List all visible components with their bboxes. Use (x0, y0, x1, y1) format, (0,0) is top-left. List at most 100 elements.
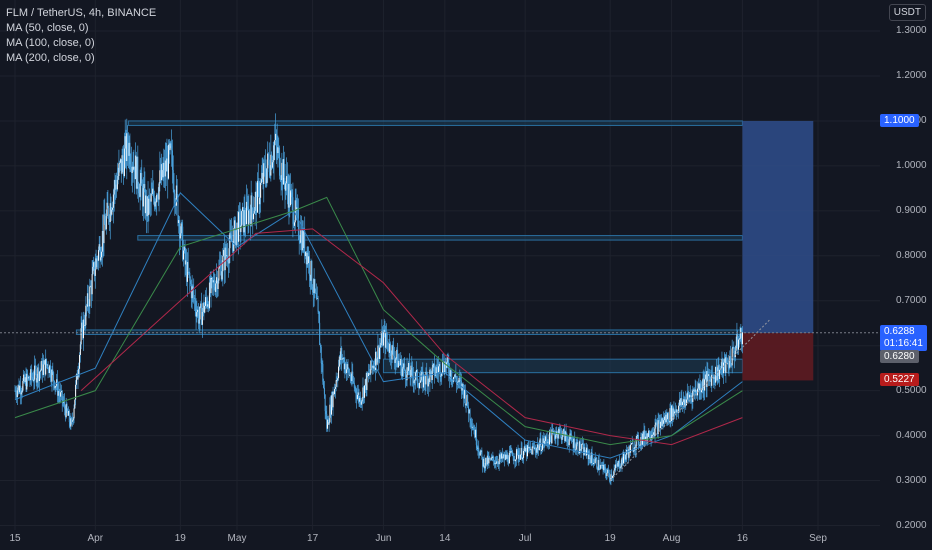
candle-down (649, 430, 651, 438)
candle-down (471, 423, 473, 428)
candle-down (172, 169, 174, 190)
candle-up (222, 255, 224, 272)
candle-up (226, 255, 228, 257)
candle-up (408, 362, 410, 371)
candle-down (596, 458, 598, 468)
candle-down (404, 363, 406, 371)
candle-down (556, 431, 558, 439)
candle-down (372, 366, 374, 369)
candle-down (475, 429, 477, 445)
candle-down (318, 311, 320, 323)
candle-up (119, 162, 121, 164)
candle-up (541, 449, 543, 451)
candle-up (37, 367, 39, 379)
candle-down (491, 457, 493, 459)
candle-up (431, 367, 433, 381)
candle-down (25, 377, 27, 390)
candle-down (497, 463, 499, 465)
candle-up (204, 305, 206, 313)
candle-up (342, 357, 344, 359)
candle-up (344, 363, 346, 370)
candle-down (462, 383, 464, 389)
candle-down (249, 210, 251, 216)
currency-button[interactable]: USDT (888, 4, 926, 21)
y-tick-label: 0.3000 (896, 474, 927, 486)
candle-down (412, 367, 414, 377)
candle-down (157, 198, 159, 200)
candlestick-chart[interactable] (0, 0, 880, 530)
candle-up (39, 370, 41, 372)
candle-up (185, 260, 187, 265)
candle-up (366, 372, 368, 390)
candle-down (64, 408, 66, 418)
candle-up (421, 371, 423, 374)
candle-up (98, 244, 100, 251)
candle-down (28, 376, 30, 381)
candle-up (606, 472, 608, 477)
candle-up (734, 350, 736, 358)
candle-up (234, 220, 236, 229)
candle-down (598, 460, 600, 470)
candle-down (212, 277, 214, 283)
candle-up (158, 183, 160, 200)
candle-up (86, 293, 88, 307)
candle-down (463, 388, 465, 399)
candle-up (406, 367, 408, 381)
y-tick-label: 0.2000 (896, 519, 927, 531)
candle-down (353, 381, 355, 383)
candle-up (563, 429, 565, 431)
candle-up (564, 431, 566, 442)
candle-up (651, 434, 653, 439)
candle-down (737, 334, 739, 350)
candle-down (638, 444, 640, 446)
candle-up (725, 357, 727, 373)
candle-down (452, 379, 454, 382)
candle-up (686, 399, 688, 406)
candle-up (423, 374, 425, 388)
candle-up (581, 443, 583, 449)
price-axis[interactable]: 1.3000 1.2000 1.1000 1.0000 0.9000 0.8000 0.70… (880, 0, 932, 531)
price-chart-area[interactable]: FLM / TetherUS, 4h, BINANCE MA (50, clos… (0, 0, 880, 530)
candle-down (457, 381, 459, 383)
candle-down (188, 271, 190, 273)
candle-down (559, 428, 561, 430)
candle-up (123, 148, 125, 177)
candle-down (71, 418, 73, 422)
y-tick-label: 0.9000 (896, 204, 927, 216)
candle-up (133, 166, 135, 170)
candle-up (49, 365, 51, 374)
candle-up (464, 389, 466, 399)
candle-up (72, 418, 74, 421)
candle-up (419, 380, 421, 383)
candle-down (331, 395, 333, 408)
candle-down (404, 370, 406, 379)
candle-down (286, 176, 288, 190)
candle-up (438, 363, 440, 367)
candle-down (350, 379, 352, 382)
candle-down (193, 297, 195, 300)
candle-down (459, 378, 461, 381)
candle-down (330, 404, 332, 415)
time-axis[interactable]: 15 Apr 19 May 17 Jun 14 Jul 19 Aug 16 Sep (0, 530, 932, 550)
candle-up (669, 408, 671, 423)
candle-up (494, 462, 496, 465)
candle-down (304, 230, 306, 257)
candle-up (484, 465, 486, 469)
candle-up (301, 230, 303, 251)
candle-down (455, 374, 457, 380)
candle-down (201, 303, 203, 325)
candle-down (284, 177, 286, 191)
candle-up (432, 364, 434, 368)
candle-up (466, 395, 468, 404)
candle-up (103, 214, 105, 244)
candle-down (282, 162, 284, 185)
candle-down (378, 345, 380, 359)
candle-down (23, 374, 25, 383)
candle-up (22, 381, 24, 391)
candle-up (329, 404, 331, 423)
candle-down (49, 365, 51, 378)
candle-up (402, 366, 404, 369)
candle-up (150, 193, 152, 202)
candle-down (604, 464, 606, 468)
candle-down (305, 251, 307, 265)
